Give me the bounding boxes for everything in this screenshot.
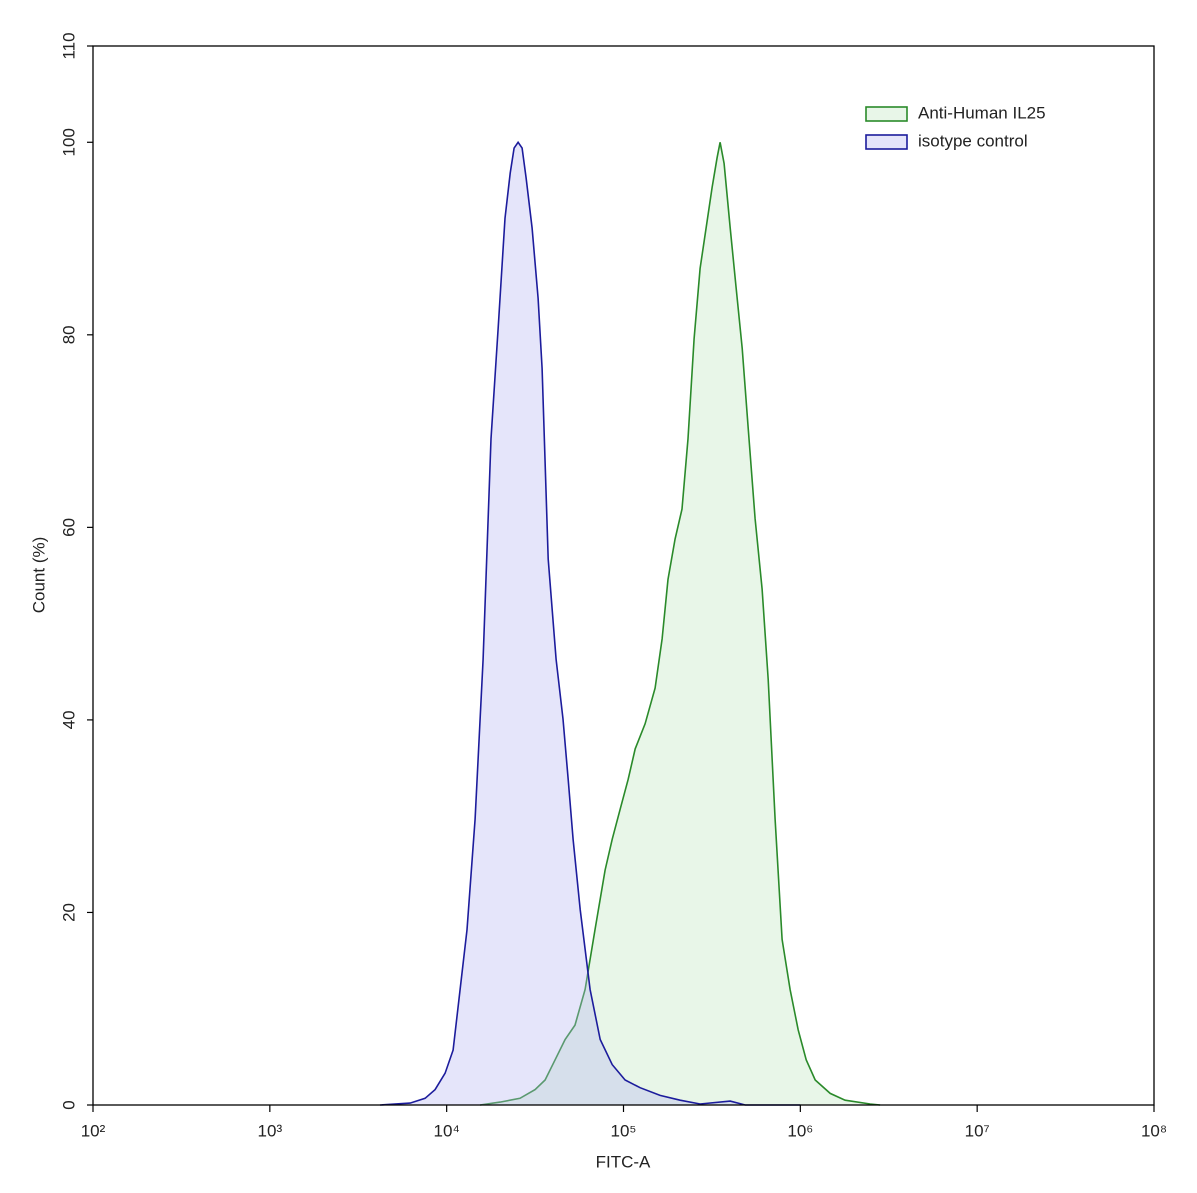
y-tick-label: 20 [59,903,78,922]
x-tick-label: 10⁵ [611,1121,637,1140]
legend-label: isotype control [918,131,1028,150]
x-tick-label: 10² [81,1121,106,1140]
x-tick-label: 10⁸ [1141,1121,1167,1140]
legend-swatch [865,106,908,122]
histogram-line [379,140,801,1106]
y-tick-label: 100 [59,128,78,156]
y-tick-label: 60 [59,518,78,537]
histogram-line [479,142,881,1106]
x-tick-label: 10⁷ [965,1121,990,1140]
y-tick-label: 0 [59,1100,78,1109]
y-tick-label: 110 [59,32,78,59]
x-axis-label: FITC-A [596,1152,651,1171]
x-tick-label: 10⁴ [434,1121,460,1140]
y-tick-label: 80 [59,325,78,344]
area-fill [380,142,801,1106]
x-tick-label: 10³ [258,1121,283,1140]
legend-label: Anti-Human IL25 [918,103,1046,122]
x-tick-label: 10⁶ [787,1121,813,1140]
area-fill [480,142,881,1106]
legend-swatch [865,134,908,150]
y-tick-label: 40 [59,710,78,729]
y-axis-label: Count (%) [29,537,48,614]
